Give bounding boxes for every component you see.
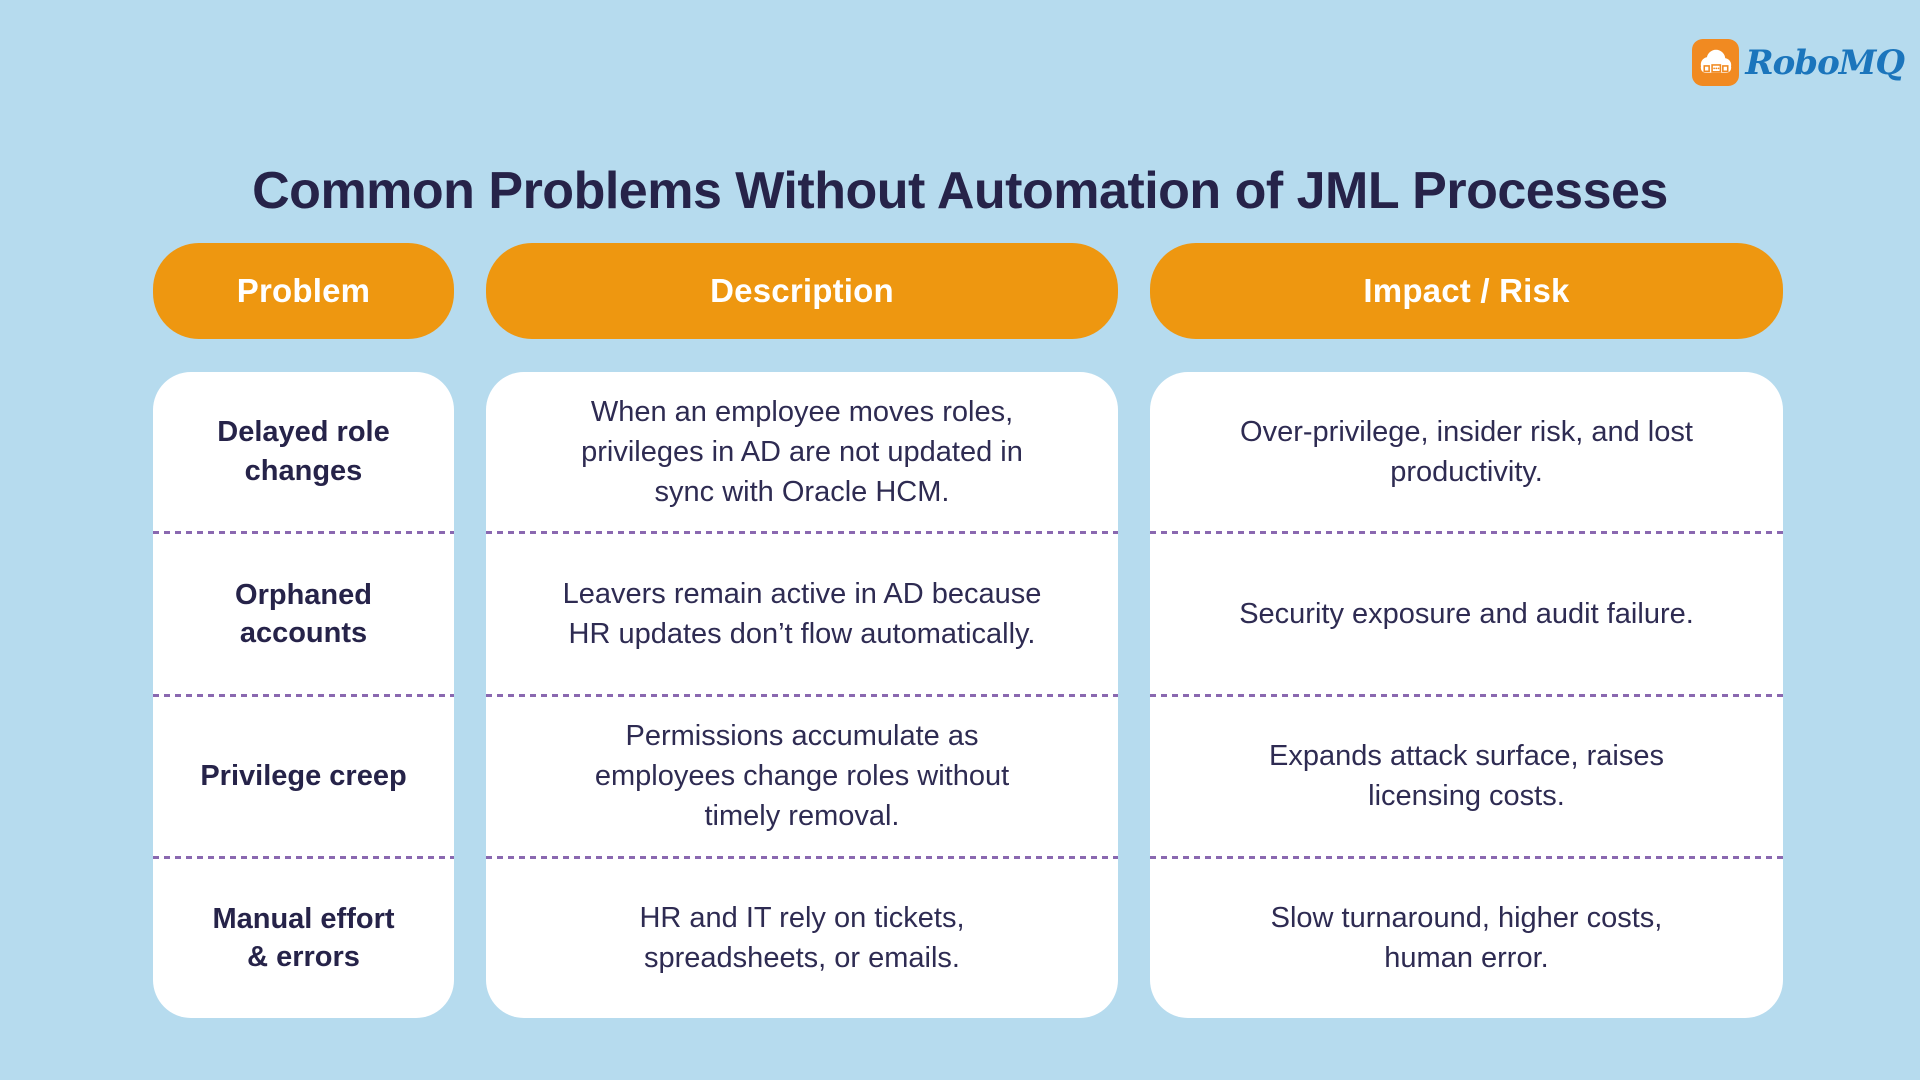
table-body: Delayed role changes Orphaned accounts P… [153,372,1784,1018]
impact-cell: Expands attack surface, raises licensing… [1269,740,1664,813]
problem-cell: Privilege creep [200,759,407,792]
row-divider [153,693,454,697]
robomq-logo: RoboMQ [1692,39,1905,86]
table-row: Privilege creep [153,697,454,856]
row-divider [1150,855,1783,859]
description-cell: Leavers remain active in AD because HR u… [562,577,1042,650]
column-header-description: Description [486,243,1118,339]
description-cell: HR and IT rely on tickets, spreadsheets,… [639,902,965,975]
column-header-impact-risk: Impact / Risk [1150,243,1783,339]
description-column-card: When an employee moves roles, privileges… [486,372,1118,1018]
table-header-row: Problem Description Impact / Risk [153,243,1784,339]
column-header-problem: Problem [153,243,454,339]
table-row: Over-privilege, insider risk, and lost p… [1150,372,1783,531]
logo-text: RoboMQ [1745,42,1905,83]
row-divider [1150,531,1783,535]
table-row: Leavers remain active in AD because HR u… [486,534,1118,693]
impact-cell: Slow turnaround, higher costs, human err… [1270,902,1663,975]
row-divider [486,531,1118,535]
table-row: Slow turnaround, higher costs, human err… [1150,859,1783,1018]
row-divider [486,693,1118,697]
table-row: Security exposure and audit failure. [1150,534,1783,693]
table-row: HR and IT rely on tickets, spreadsheets,… [486,859,1118,1018]
page-title: Common Problems Without Automation of JM… [252,161,1668,220]
table-row: Manual effort & errors [153,859,454,1018]
table-row: Delayed role changes [153,372,454,531]
table-row: Orphaned accounts [153,534,454,693]
row-divider [486,855,1118,859]
problem-cell: Orphaned accounts [235,578,372,649]
description-cell: Permissions accumulate as employees chan… [594,720,1010,833]
impact-risk-column-card: Over-privilege, insider risk, and lost p… [1150,372,1783,1018]
table-row: When an employee moves roles, privileges… [486,372,1118,531]
cloud-queue-icon [1692,39,1740,86]
row-divider [153,855,454,859]
table-row: Expands attack surface, raises licensing… [1150,697,1783,856]
problem-cell: Delayed role changes [217,416,390,487]
impact-cell: Security exposure and audit failure. [1239,597,1694,630]
impact-cell: Over-privilege, insider risk, and lost p… [1240,415,1693,488]
problem-cell: Manual effort & errors [212,903,395,974]
row-divider [153,531,454,535]
row-divider [1150,693,1783,697]
table-row: Permissions accumulate as employees chan… [486,697,1118,856]
problem-column-card: Delayed role changes Orphaned accounts P… [153,372,454,1018]
problems-table: Problem Description Impact / Risk Delaye… [153,243,1784,1018]
description-cell: When an employee moves roles, privileges… [581,395,1023,508]
